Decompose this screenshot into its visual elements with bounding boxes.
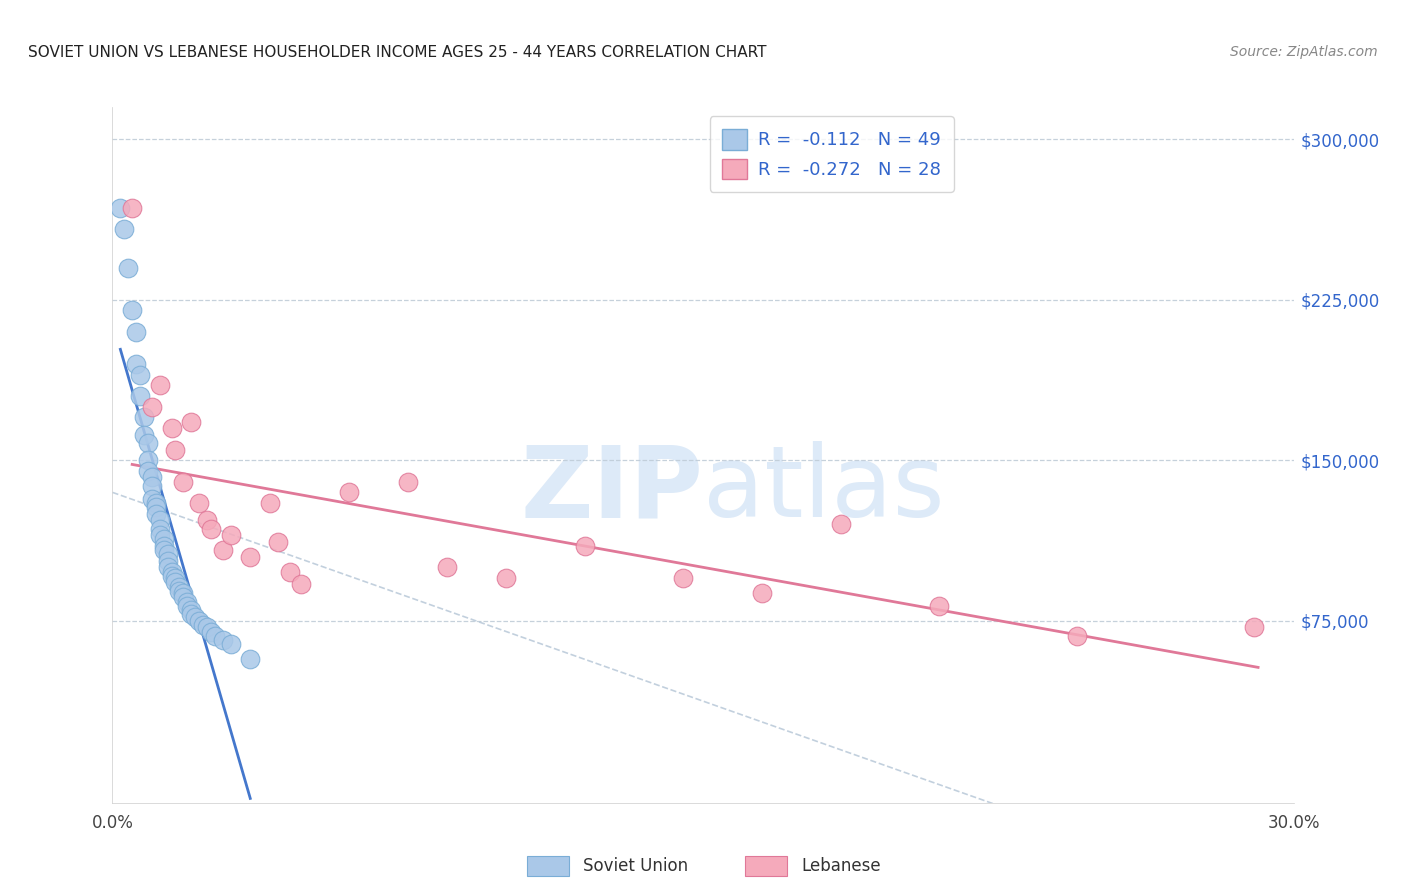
Point [219, 528, 242, 542]
Point [141, 491, 163, 506]
Text: atlas: atlas [703, 442, 945, 538]
Point [211, 633, 233, 648]
Point [172, 475, 194, 489]
Point [121, 201, 143, 215]
Point [156, 560, 179, 574]
Point [136, 464, 159, 478]
Point [149, 522, 172, 536]
Point [165, 575, 187, 590]
Point [751, 586, 773, 600]
Point [195, 620, 218, 634]
Point [141, 470, 163, 484]
Point [180, 415, 202, 429]
Point [145, 507, 167, 521]
Point [200, 522, 222, 536]
Point [152, 533, 174, 547]
Point [136, 436, 159, 450]
Point [188, 614, 211, 628]
Point [239, 549, 262, 564]
Point [129, 368, 152, 382]
Point [495, 571, 517, 585]
Point [290, 577, 312, 591]
Point [156, 554, 179, 568]
Point [211, 543, 233, 558]
Point [672, 571, 695, 585]
Point [125, 357, 148, 371]
Legend: R =  -0.112   N = 49, R =  -0.272   N = 28: R = -0.112 N = 49, R = -0.272 N = 28 [710, 116, 953, 192]
Point [165, 571, 187, 585]
Point [172, 586, 194, 600]
Point [239, 652, 262, 666]
Point [169, 580, 191, 594]
Point [188, 496, 211, 510]
Point [156, 548, 179, 562]
Point [145, 500, 167, 515]
Point [110, 201, 132, 215]
Point [160, 421, 183, 435]
Point [112, 222, 135, 236]
Point [204, 629, 226, 643]
Point [117, 260, 139, 275]
Point [136, 453, 159, 467]
Point [928, 599, 950, 613]
Point [152, 539, 174, 553]
Point [149, 528, 172, 542]
Point [132, 427, 155, 442]
Point [129, 389, 152, 403]
Point [574, 539, 596, 553]
Point [219, 637, 242, 651]
Text: SOVIET UNION VS LEBANESE HOUSEHOLDER INCOME AGES 25 - 44 YEARS CORRELATION CHART: SOVIET UNION VS LEBANESE HOUSEHOLDER INC… [28, 45, 766, 60]
Point [278, 565, 301, 579]
Point [259, 496, 281, 510]
Point [176, 599, 198, 613]
Point [267, 534, 290, 549]
Text: ZIP: ZIP [520, 442, 703, 538]
Point [160, 569, 183, 583]
Point [1243, 620, 1265, 634]
Point [180, 603, 202, 617]
Point [176, 594, 198, 608]
Point [172, 591, 194, 605]
Point [200, 624, 222, 639]
Point [830, 517, 852, 532]
Point [141, 479, 163, 493]
Point [1066, 629, 1088, 643]
Text: Lebanese: Lebanese [801, 857, 882, 875]
Point [141, 400, 163, 414]
Point [184, 609, 207, 624]
Text: Soviet Union: Soviet Union [583, 857, 689, 875]
Point [160, 565, 183, 579]
Point [337, 485, 360, 500]
Point [165, 442, 187, 457]
Text: Source: ZipAtlas.com: Source: ZipAtlas.com [1230, 45, 1378, 59]
Point [191, 618, 214, 632]
Point [396, 475, 419, 489]
Point [180, 607, 202, 622]
Point [121, 303, 143, 318]
Point [152, 543, 174, 558]
Point [125, 325, 148, 339]
Point [149, 378, 172, 392]
Point [169, 583, 191, 598]
Point [145, 496, 167, 510]
Point [149, 513, 172, 527]
Point [195, 513, 218, 527]
Point [436, 560, 458, 574]
Point [132, 410, 155, 425]
